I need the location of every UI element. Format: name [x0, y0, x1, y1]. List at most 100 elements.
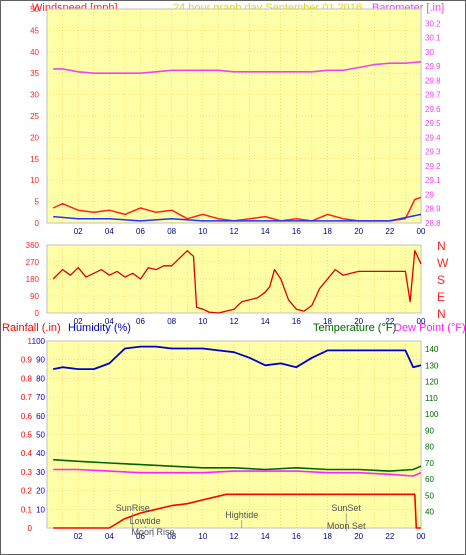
x-tick-label: 06 [136, 532, 145, 541]
barometer-tick-label: 28.8 [425, 219, 441, 228]
humidity-tick-label: 50 [36, 431, 45, 440]
windspeed-tick-label: 0 [35, 219, 40, 228]
rainfall-tick-label: 0.1 [21, 505, 33, 514]
barometer-tick-label: 29.6 [425, 105, 441, 114]
x-tick-label: 18 [323, 227, 332, 236]
x-tick-label: 16 [292, 532, 301, 541]
compass-label: N [437, 239, 446, 253]
humidity-tick-label: 100 [32, 337, 46, 346]
humidity-line [53, 345, 422, 371]
humidity-tick-label: 20 [36, 487, 45, 496]
x-tick-label: 20 [354, 532, 363, 541]
barometer-tick-label: 29.7 [425, 91, 441, 100]
x-tick-label: 12 [230, 532, 239, 541]
barometer-tick-label: 29.9 [425, 62, 441, 71]
humidity-tick-label: 30 [36, 468, 45, 477]
barometer-line [53, 61, 422, 74]
temperature-tick-label: 70 [425, 459, 434, 468]
barometer-tick-label: 29.2 [425, 162, 441, 171]
x-tick-label: 04 [105, 317, 114, 326]
direction-tick-label: 180 [26, 275, 40, 284]
rainfall-tick-label: 0.8 [21, 374, 33, 383]
humidity-tick-label: 60 [36, 412, 45, 421]
windspeed-tick-label: 45 [30, 26, 39, 35]
x-tick-label: 20 [354, 317, 363, 326]
compass-label: S [437, 273, 445, 287]
barometer-tick-label: 29.8 [425, 76, 441, 85]
compass-label: W [437, 256, 449, 270]
barometer-tick-label: 29 [425, 190, 434, 199]
x-tick-label: 12 [230, 317, 239, 326]
windspeed-tick-label: 15 [30, 155, 39, 164]
x-tick-label: 02 [74, 532, 83, 541]
humidity-tick-label: 10 [36, 505, 45, 514]
dewpoint-line [53, 468, 422, 477]
rainfall-tick-label: 0.2 [21, 487, 33, 496]
x-tick-label: 00 [417, 532, 426, 541]
x-tick-label: 22 [385, 532, 394, 541]
x-tick-label: 08 [167, 227, 176, 236]
temperature-tick-label: 90 [425, 426, 434, 435]
rainfall-tick-label: 0.4 [21, 449, 33, 458]
x-tick-label: 22 [385, 317, 394, 326]
humidity-tick-label: 70 [36, 393, 45, 402]
x-tick-label: 14 [261, 532, 270, 541]
temperature-line [53, 458, 422, 472]
x-tick-label: 06 [136, 227, 145, 236]
x-tick-label: 16 [292, 227, 301, 236]
temperature-tick-label: 130 [425, 361, 439, 370]
humidity-tick-label: 80 [36, 374, 45, 383]
x-tick-label: 10 [198, 317, 207, 326]
sunset-annotation: SunSet [331, 503, 361, 513]
direction-tick-label: 360 [26, 241, 40, 250]
barometer-tick-label: 29.1 [425, 176, 441, 185]
temperature-tick-label: 110 [425, 394, 438, 403]
x-tick-label: 10 [198, 227, 207, 236]
moonrise-annotation: Moon Rise [131, 527, 174, 537]
x-tick-label: 14 [261, 227, 270, 236]
barometer-tick-label: 29.4 [425, 133, 441, 142]
x-tick-label: 18 [323, 317, 332, 326]
hightide-annotation: Hightide [225, 510, 258, 520]
temperature-label: Temperature (°F) [313, 322, 397, 334]
wind-direction-line [52, 250, 422, 314]
barometer-tick-label: 29.5 [425, 119, 441, 128]
barometer-tick-label: 29.3 [425, 148, 441, 157]
temperature-tick-label: 120 [425, 378, 439, 387]
windspeed-tick-label: 10 [30, 176, 39, 185]
humidity-axis-title: Humidity (%) [68, 322, 131, 334]
x-tick-label: 10 [198, 532, 207, 541]
rainfall-axis-title: Rainfall (.in) [2, 322, 61, 334]
temperature-tick-label: 100 [425, 410, 439, 419]
dewpoint-label: Dew Point (°F) [394, 322, 466, 334]
x-tick-label: 06 [136, 317, 145, 326]
windspeed-tick-label: 5 [35, 198, 40, 207]
direction-tick-label: 90 [30, 292, 39, 301]
moonset-annotation: Moon Set [327, 521, 366, 531]
barometer-tick-label: 28.9 [425, 205, 441, 214]
x-tick-label: 16 [292, 317, 301, 326]
windspeed-tick-label: 40 [30, 48, 39, 57]
temperature-tick-label: 60 [425, 475, 434, 484]
temperature-axis-title: Temperature (°F) [313, 322, 396, 334]
compass-label: N [437, 307, 446, 321]
x-tick-label: 22 [385, 227, 394, 236]
rainfall-tick-label: 0.3 [21, 468, 33, 477]
rainfall-tick-label: 1 [28, 337, 33, 346]
lowtide-annotation: Lowtide [130, 516, 161, 526]
windspeed-tick-label: 30 [30, 91, 39, 100]
temperature-tick-label: 40 [425, 508, 434, 517]
rainfall-tick-label: 0.6 [21, 412, 33, 421]
temperature-tick-label: 50 [425, 491, 434, 500]
barometer-tick-label: 30.2 [425, 19, 441, 28]
rainfall-tick-label: 0.9 [21, 356, 33, 365]
humidity-label: Humidity (%) [68, 322, 131, 334]
windspeed-tick-label: 35 [30, 69, 39, 78]
x-tick-label: 12 [230, 227, 239, 236]
x-tick-label: 14 [261, 317, 270, 326]
rainfall-line [53, 493, 421, 529]
x-tick-label: 00 [417, 317, 426, 326]
x-tick-label: 00 [417, 227, 426, 236]
direction-tick-label: 270 [26, 258, 40, 267]
